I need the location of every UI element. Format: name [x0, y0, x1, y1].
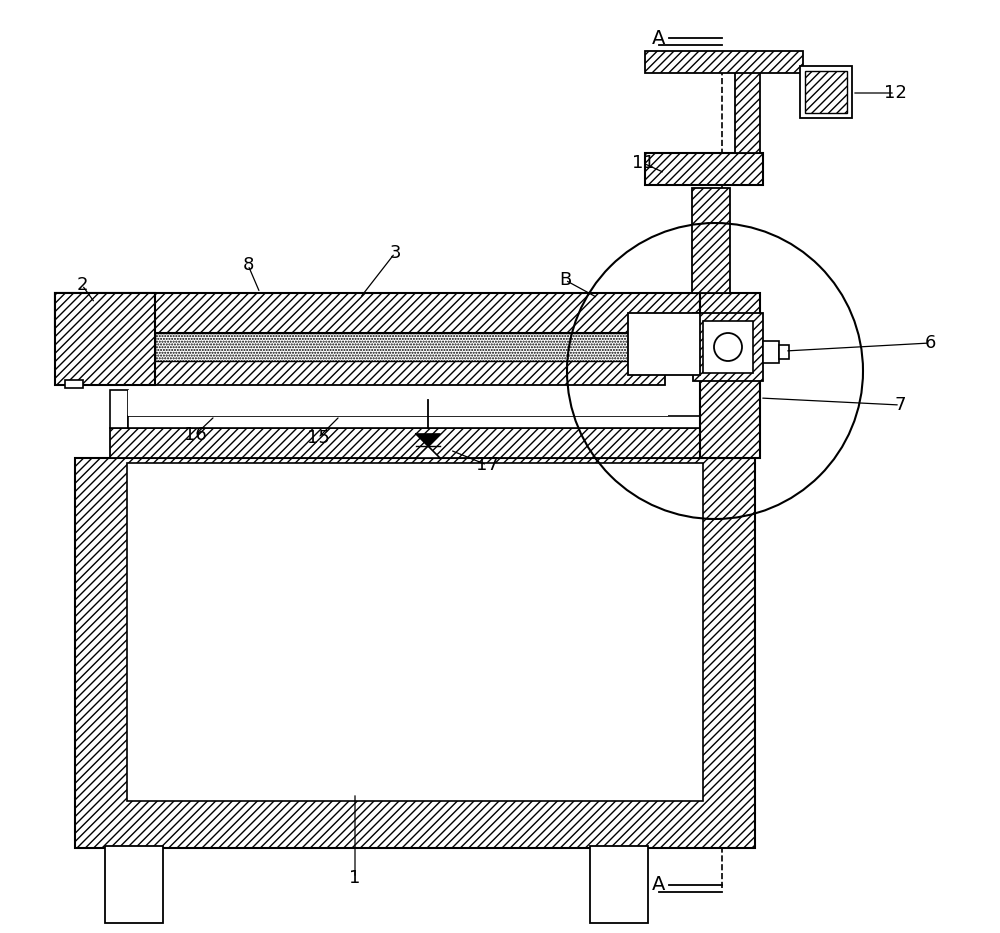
Text: 6: 6: [924, 334, 936, 352]
Polygon shape: [416, 446, 440, 458]
Bar: [693, 313, 763, 381]
Bar: [763, 341, 779, 363]
Bar: [105, 846, 163, 923]
Text: 8: 8: [242, 256, 254, 274]
Bar: [703, 321, 753, 373]
Bar: [645, 51, 803, 73]
Bar: [645, 153, 763, 185]
Bar: [692, 188, 730, 293]
Bar: [700, 293, 760, 458]
Bar: [55, 293, 720, 333]
Text: A: A: [652, 29, 666, 48]
Text: 15: 15: [307, 429, 329, 447]
Text: 11: 11: [632, 154, 654, 172]
Bar: [110, 428, 700, 458]
Polygon shape: [416, 434, 440, 446]
Bar: [590, 846, 648, 923]
Bar: [127, 463, 703, 801]
Bar: [628, 313, 700, 375]
Bar: [75, 458, 755, 848]
Bar: [155, 333, 665, 361]
Bar: [55, 293, 155, 385]
Bar: [65, 380, 83, 388]
Text: 3: 3: [389, 244, 401, 262]
Text: 1: 1: [349, 869, 361, 887]
Bar: [155, 361, 665, 385]
Text: 2: 2: [76, 276, 88, 294]
Text: 16: 16: [184, 426, 206, 444]
Bar: [735, 65, 760, 153]
Bar: [128, 390, 668, 416]
Text: A: A: [652, 875, 666, 895]
Bar: [128, 416, 700, 428]
Bar: [779, 345, 789, 359]
Circle shape: [714, 333, 742, 361]
Text: 7: 7: [894, 396, 906, 414]
Bar: [805, 71, 847, 113]
Bar: [800, 66, 852, 118]
Bar: [110, 390, 128, 428]
Text: B: B: [559, 271, 571, 289]
Text: 12: 12: [884, 84, 906, 102]
Text: 17: 17: [476, 456, 498, 474]
